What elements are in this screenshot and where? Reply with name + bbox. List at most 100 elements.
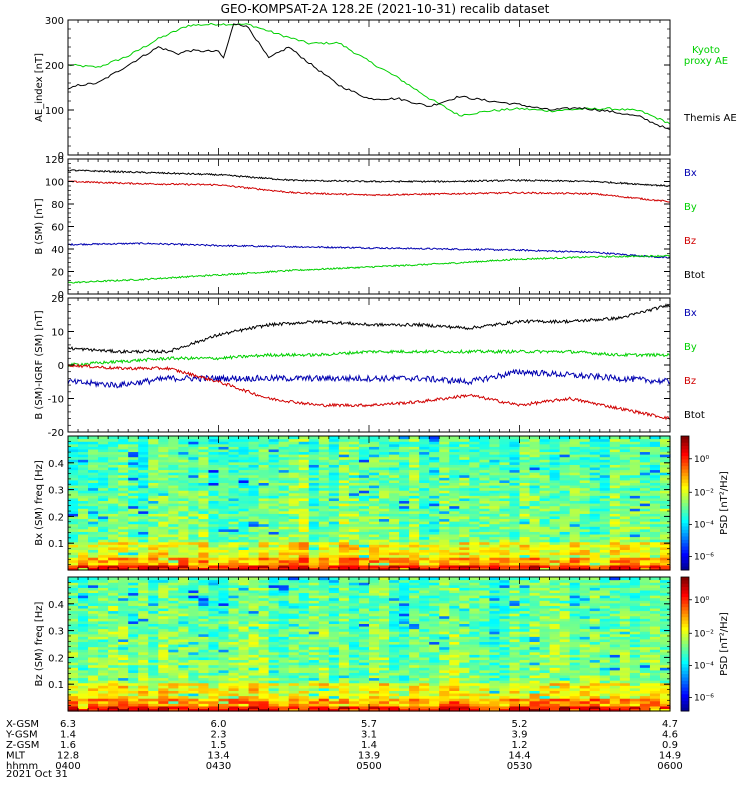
spectrogram-cell	[208, 490, 220, 494]
spectrogram-cell	[168, 456, 179, 460]
spectrogram-cell	[429, 500, 440, 504]
spectrogram-cell	[88, 559, 99, 563]
spectrogram-cell	[198, 587, 210, 591]
spectrogram-cell	[218, 438, 230, 442]
spectrogram-cell	[188, 605, 200, 609]
spectrogram-cell	[569, 513, 581, 517]
spectrogram-cell	[419, 521, 430, 525]
spectrogram-cell	[188, 698, 200, 702]
spectrogram-cell	[479, 487, 490, 491]
spectrogram-cell	[489, 549, 501, 553]
spectrogram-cell	[308, 487, 320, 491]
spectrogram-cell	[639, 526, 651, 530]
series-line-by	[68, 254, 670, 284]
spectrogram-cell	[328, 448, 340, 453]
spectrogram-cell	[238, 672, 250, 676]
spectrogram-cell	[98, 664, 109, 668]
spectrogram-cell	[409, 474, 420, 478]
spectrogram-cell	[208, 602, 220, 606]
spectrogram-cell	[138, 526, 149, 530]
series-line-bz	[68, 180, 670, 203]
spectrogram-cell	[579, 521, 591, 525]
spectrogram-cell	[308, 544, 320, 548]
spectrogram-cell	[639, 464, 651, 468]
spectrogram-cell	[148, 602, 159, 606]
spectrogram-cell	[338, 448, 350, 453]
spectrogram-cell	[148, 456, 159, 460]
spectrogram-cell	[629, 541, 641, 545]
spectrogram-cell	[258, 441, 270, 445]
spectrogram-cell	[519, 510, 531, 514]
spectrogram-cell	[78, 436, 89, 440]
colorbar-segment	[681, 509, 689, 514]
spectrogram-cell	[639, 551, 651, 556]
spectrogram-cell	[419, 551, 430, 556]
spectrogram-cell	[188, 484, 200, 489]
spectrogram-cell	[529, 495, 541, 499]
spectrogram-cell	[78, 677, 89, 681]
spectrogram-cell	[258, 587, 270, 591]
spectrogram-cell	[158, 577, 169, 581]
spectrogram-cell	[98, 659, 109, 663]
legend-label-bx: Bx	[684, 308, 697, 319]
spectrogram-cell	[148, 436, 159, 440]
spectrogram-cell	[288, 513, 300, 517]
spectrogram-cell	[138, 607, 149, 612]
spectrogram-cell	[148, 644, 159, 648]
spectrogram-cell	[98, 551, 109, 556]
spectrogram-cell	[659, 526, 671, 530]
spectrogram-cell	[118, 625, 129, 630]
spectrogram-cell	[88, 539, 99, 543]
spectrogram-cell	[218, 490, 230, 494]
spectrogram-cell	[118, 582, 129, 586]
spectrogram-cell	[238, 515, 250, 520]
spectrogram-cell	[318, 536, 330, 540]
spectrogram-cell	[208, 492, 220, 496]
spectrogram-cell	[268, 484, 280, 489]
spectrogram-cell	[238, 492, 250, 496]
spectrogram-cell	[288, 495, 300, 499]
spectrogram-cell	[399, 546, 410, 550]
spectrogram-cell	[248, 513, 260, 517]
spectrogram-cell	[188, 708, 200, 712]
spectrogram-cell	[419, 508, 430, 512]
spectrogram-cell	[148, 628, 159, 632]
spectrogram-cell	[569, 564, 581, 569]
spectrogram-cell	[659, 436, 671, 440]
spectrogram-cell	[168, 549, 179, 553]
spectrogram-cell	[78, 518, 89, 522]
spectrogram-cell	[649, 559, 661, 563]
spectrogram-cell	[208, 459, 220, 463]
spectrogram-cell	[399, 474, 410, 478]
spectrogram-cell	[128, 674, 139, 679]
spectrogram-cell	[218, 477, 230, 481]
spectrogram-cell	[268, 557, 280, 561]
spectrogram-cell	[459, 521, 470, 525]
spectrogram-cell	[128, 544, 139, 548]
spectrogram-cell	[228, 589, 240, 594]
spectrogram-cell	[118, 708, 129, 712]
y-tick-label: 20	[51, 294, 64, 305]
spectrogram-cell	[439, 500, 450, 504]
spectrogram-cell	[599, 492, 611, 496]
spectrogram-cell	[248, 631, 260, 635]
spectrogram-cell	[369, 456, 380, 460]
spectrogram-cell	[68, 464, 79, 468]
spectrogram-cell	[369, 492, 380, 496]
spectrogram-cell	[158, 492, 169, 496]
spectrogram-cell	[68, 703, 79, 707]
spectrogram-cell	[98, 564, 109, 569]
spectrogram-cell	[88, 577, 99, 581]
spectrogram-cell	[88, 600, 99, 604]
spectrogram-cell	[338, 482, 350, 486]
spectrogram-cell	[208, 513, 220, 517]
spectrogram-cell	[589, 487, 601, 491]
spectrogram-cell	[258, 495, 270, 499]
spectrogram-cell	[78, 541, 89, 545]
spectrogram-cell	[419, 495, 430, 499]
spectrogram-cell	[659, 474, 671, 478]
spectrogram-cell	[238, 646, 250, 650]
spectrogram-cell	[248, 518, 260, 522]
spectrogram-cell	[529, 454, 541, 458]
spectrogram-cell	[108, 682, 119, 686]
